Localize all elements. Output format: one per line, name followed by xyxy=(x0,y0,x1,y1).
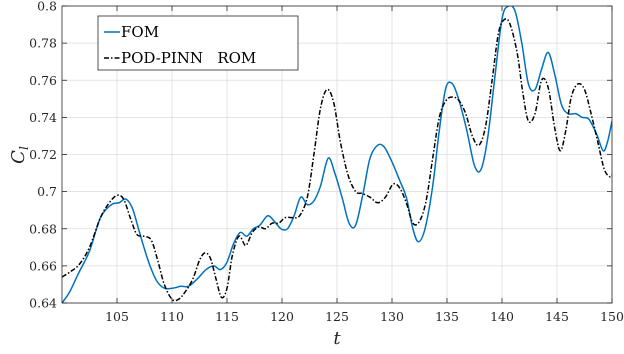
y-tick-label: 0.72 xyxy=(29,147,57,162)
x-tick-label: 145 xyxy=(545,309,569,324)
series-pod-pinn-rom-line xyxy=(62,18,612,302)
legend-label-fom: FOM xyxy=(121,23,159,41)
x-axis-title: t xyxy=(333,328,341,349)
y-tick-label: 0.78 xyxy=(29,36,57,51)
y-axis-title: Cl xyxy=(8,146,31,164)
series-layer xyxy=(62,6,612,303)
x-tick-label: 125 xyxy=(325,309,349,324)
y-tick-label: 0.66 xyxy=(29,258,57,273)
y-tick-label: 0.7 xyxy=(37,184,57,199)
ticks: 105 110 115 120 125 130 135 140 145 150 0.64 0.66 0.… xyxy=(29,0,624,324)
legend-box xyxy=(97,15,299,71)
y-tick-label: 0.64 xyxy=(29,296,57,311)
y-axis-title-subscript: l xyxy=(17,146,31,150)
legend-label-pod-pinn-rom: POD-PINN ROM xyxy=(121,49,256,67)
y-tick-label: 0.76 xyxy=(29,73,57,88)
series-fom-line xyxy=(62,6,612,303)
y-tick-label: 0.8 xyxy=(37,0,57,14)
x-tick-label: 120 xyxy=(270,309,294,324)
x-tick-label: 150 xyxy=(600,309,624,324)
y-tick-label: 0.74 xyxy=(29,110,57,125)
legend: FOM POD-PINN ROM xyxy=(97,15,299,71)
x-tick-label: 115 xyxy=(215,309,239,324)
x-tick-label: 110 xyxy=(160,309,184,324)
y-tick-label: 0.68 xyxy=(29,221,57,236)
x-tick-label: 135 xyxy=(435,309,459,324)
y-axis-title-main: C xyxy=(8,150,29,164)
x-tick-label: 130 xyxy=(380,309,404,324)
x-tick-label: 105 xyxy=(105,309,129,324)
x-tick-label: 140 xyxy=(490,309,514,324)
